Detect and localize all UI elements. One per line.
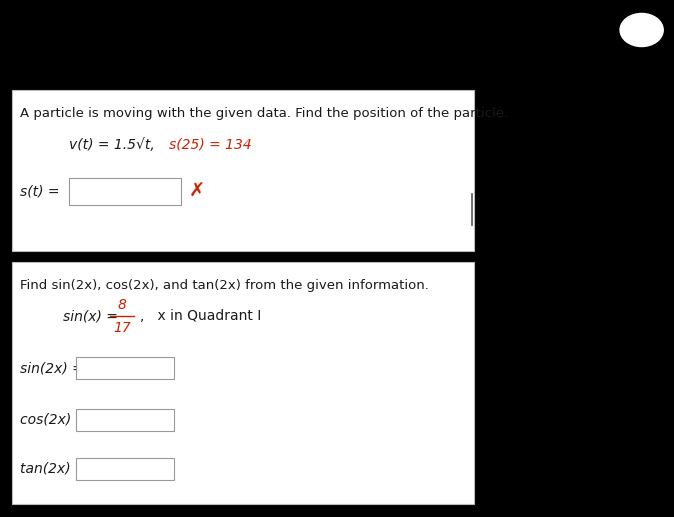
Text: A particle is moving with the given data. Find the position of the particle.: A particle is moving with the given data… [20, 107, 508, 120]
FancyBboxPatch shape [12, 90, 474, 251]
FancyBboxPatch shape [76, 357, 174, 379]
Text: 8: 8 [117, 298, 127, 312]
Text: s(t) =: s(t) = [20, 184, 60, 199]
Text: cos(2x) =: cos(2x) = [20, 413, 88, 427]
Text: tan(2x) =: tan(2x) = [20, 462, 87, 476]
Text: ,   x in Quadrant I: , x in Quadrant I [140, 309, 261, 324]
Text: Find sin(2x), cos(2x), and tan(2x) from the given information.: Find sin(2x), cos(2x), and tan(2x) from … [20, 279, 429, 292]
Text: s(25) = 134: s(25) = 134 [169, 138, 252, 152]
Circle shape [620, 13, 663, 47]
Text: 17: 17 [113, 321, 131, 335]
FancyBboxPatch shape [76, 458, 174, 480]
Text: ✗: ✗ [189, 182, 205, 201]
Text: sin(2x) =: sin(2x) = [20, 361, 84, 375]
FancyBboxPatch shape [12, 262, 474, 504]
Text: sin(x) =: sin(x) = [63, 309, 117, 324]
Text: v(t) = 1.5√t,: v(t) = 1.5√t, [69, 138, 155, 152]
FancyBboxPatch shape [76, 409, 174, 431]
FancyBboxPatch shape [69, 178, 181, 205]
